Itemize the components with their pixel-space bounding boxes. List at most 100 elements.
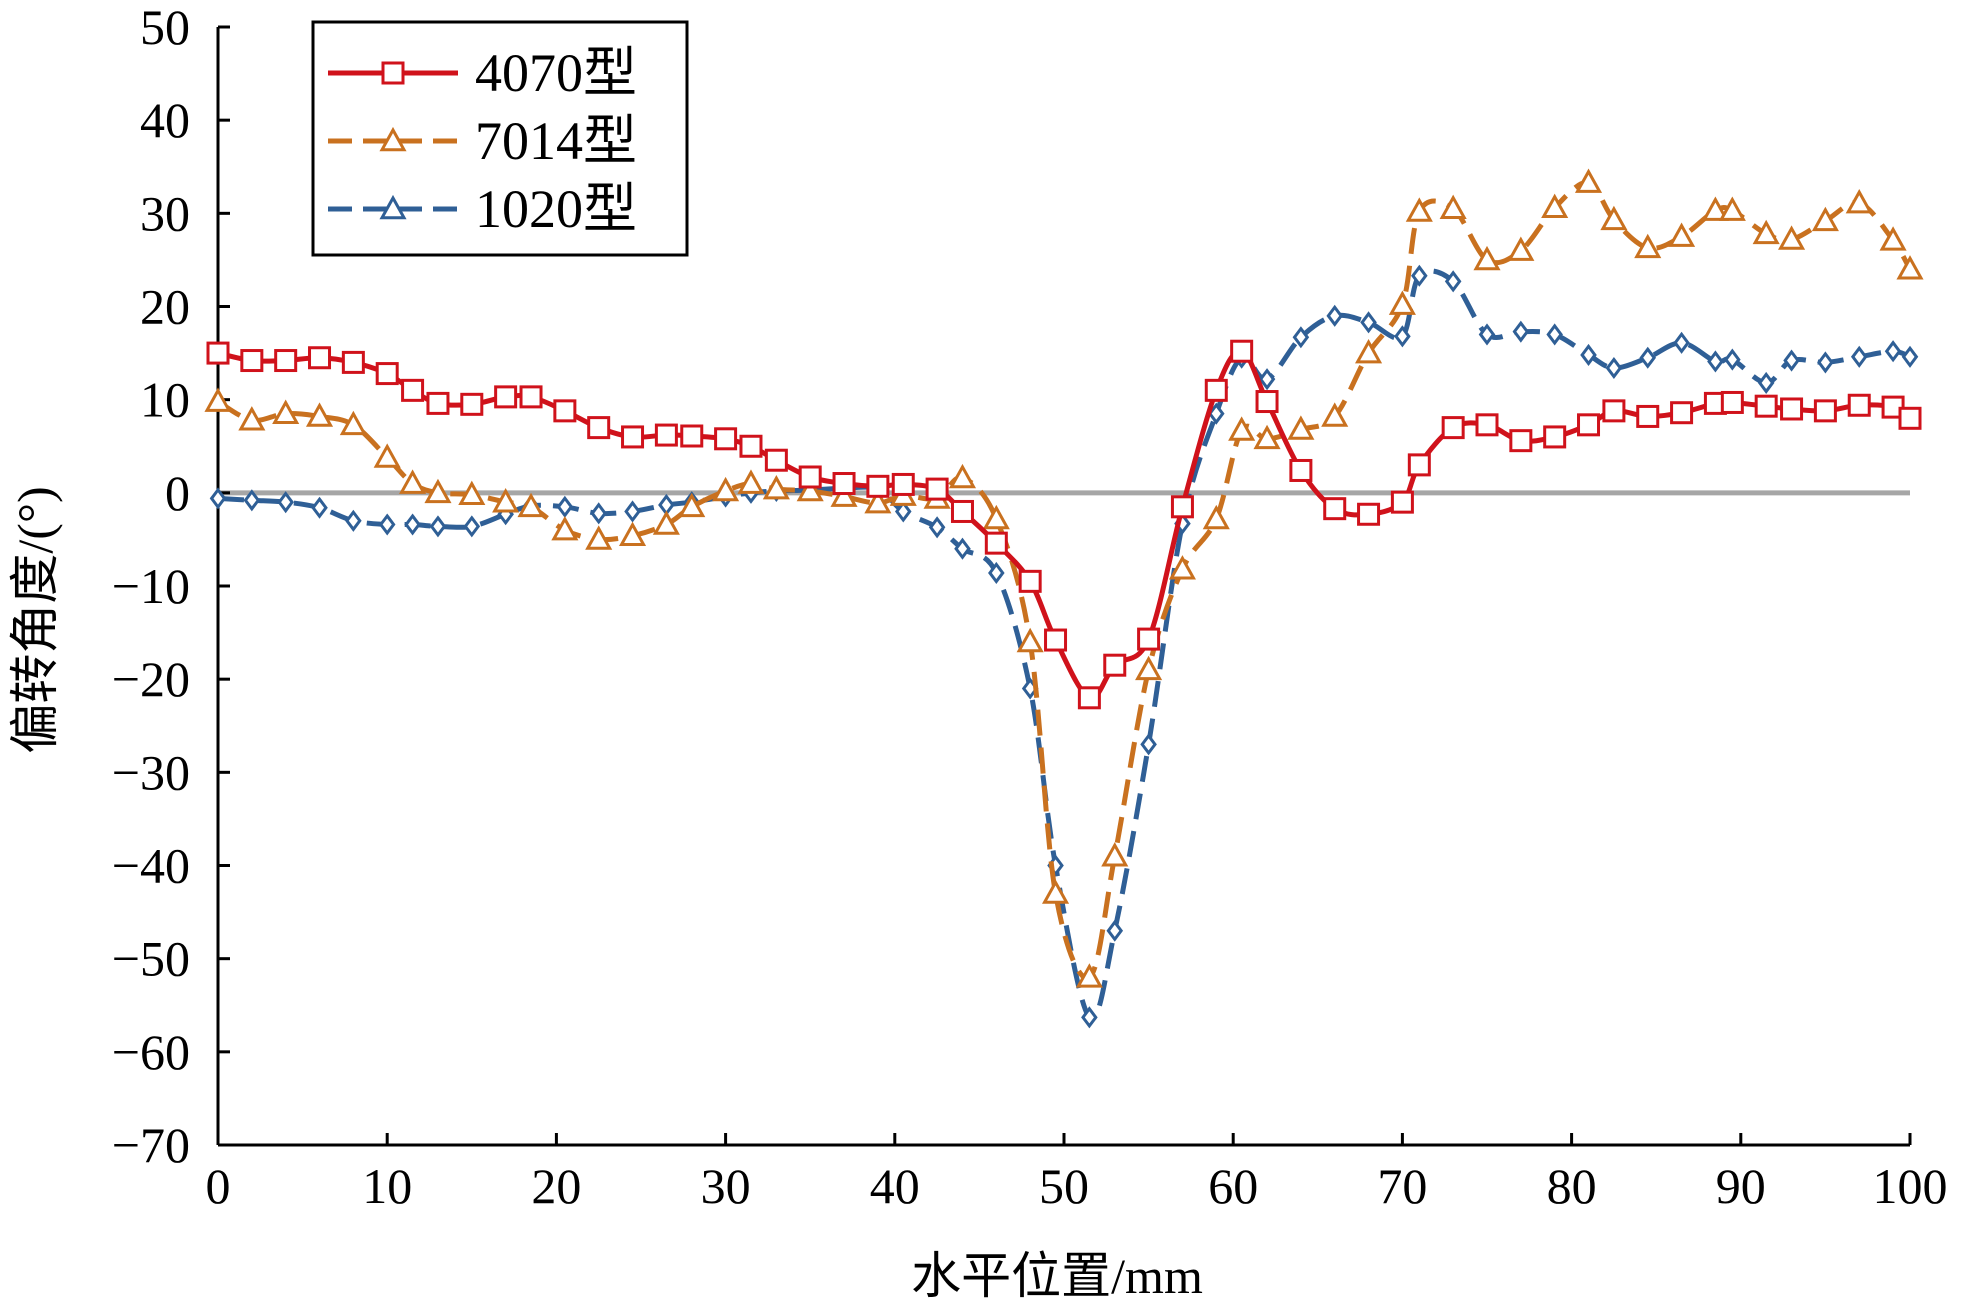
data-point-square xyxy=(1204,378,1228,402)
data-point-triangle xyxy=(517,492,545,518)
data-point-diamond xyxy=(429,515,447,538)
data-point-triangle xyxy=(1634,233,1662,259)
y-tick-label: −20 xyxy=(112,651,190,707)
data-point-triangle xyxy=(238,406,266,431)
data-point-diamond xyxy=(1478,323,1496,346)
data-point-triangle xyxy=(204,387,232,412)
data-point-triangle xyxy=(1388,290,1416,315)
legend-label: 1020型 xyxy=(475,179,637,239)
data-point-triangle xyxy=(762,475,790,500)
y-axis-label: 偏转角度/(°) xyxy=(7,486,63,753)
data-point-square xyxy=(1543,425,1567,449)
data-point-square xyxy=(1170,495,1194,519)
data-point-triangle xyxy=(1718,196,1746,221)
data-point-diamond xyxy=(1850,345,1868,368)
y-tick-label: −30 xyxy=(112,744,190,800)
data-point-diamond xyxy=(1884,340,1902,363)
data-point-triangle xyxy=(1473,245,1501,271)
data-point-diamond xyxy=(928,516,946,539)
data-point-diamond xyxy=(1394,325,1411,348)
data-point-triangle xyxy=(864,488,892,514)
x-tick-label: 20 xyxy=(531,1158,581,1214)
data-point-square xyxy=(274,349,298,373)
data-point-square xyxy=(426,391,450,415)
data-point-diamond xyxy=(1580,343,1597,366)
data-point-square xyxy=(680,424,704,448)
data-point-square xyxy=(1390,490,1414,514)
data-point-triangle xyxy=(678,492,706,518)
legend-item: 4070型 xyxy=(328,43,637,103)
data-point-triangle xyxy=(712,476,740,502)
data-point-square xyxy=(1407,453,1431,477)
data-point-square xyxy=(206,341,230,365)
data-point-triangle xyxy=(458,480,486,505)
data-point-diamond xyxy=(1512,320,1530,343)
data-point-triangle xyxy=(424,478,452,504)
data-point-triangle xyxy=(982,504,1010,530)
data-point-square xyxy=(950,499,974,523)
data-point-square xyxy=(866,474,890,498)
data-point-square xyxy=(375,362,399,386)
data-point-triangle xyxy=(1600,205,1628,231)
data-point-triangle xyxy=(618,521,647,546)
data-point-square xyxy=(1577,413,1601,437)
legend-item: 7014型 xyxy=(328,111,637,171)
data-point-triangle xyxy=(399,469,427,494)
data-point-diamond xyxy=(1106,919,1124,942)
x-tick-label: 40 xyxy=(870,1158,920,1214)
data-point-triangle xyxy=(379,126,407,152)
data-point-triangle xyxy=(1253,424,1281,450)
data-point-triangle xyxy=(1287,415,1315,440)
data-point-square xyxy=(1780,397,1804,421)
data-point-triangle xyxy=(1701,196,1729,221)
data-point-diamond xyxy=(1411,264,1428,287)
data-point-diamond xyxy=(954,537,971,560)
data-point-diamond xyxy=(209,487,227,510)
y-tick-label: −50 xyxy=(112,931,190,987)
data-point-square xyxy=(764,448,788,472)
data-point-square xyxy=(1137,627,1161,651)
data-point-square xyxy=(1255,390,1279,414)
data-point-square xyxy=(1323,497,1347,521)
data-point-square xyxy=(832,472,856,496)
data-point-square xyxy=(1670,401,1694,425)
y-tick-label: 10 xyxy=(140,372,190,428)
data-point-triangle xyxy=(1135,655,1163,681)
data-point-square xyxy=(341,350,365,374)
data-point-square xyxy=(891,472,915,496)
x-tick-label: 80 xyxy=(1547,1158,1597,1214)
data-point-triangle xyxy=(1101,842,1129,867)
data-point-triangle xyxy=(1321,402,1349,427)
data-point-triangle xyxy=(1355,338,1383,364)
data-point-diamond xyxy=(345,509,362,532)
data-point-square xyxy=(1754,394,1778,418)
data-point-triangle xyxy=(796,476,824,502)
data-point-square xyxy=(1898,406,1922,430)
x-tick-label: 50 xyxy=(1039,1158,1089,1214)
data-point-triangle xyxy=(551,516,579,541)
data-point-triangle xyxy=(1752,219,1780,245)
data-point-square xyxy=(1847,393,1871,417)
data-point-diamond xyxy=(463,515,481,538)
x-tick-label: 0 xyxy=(206,1158,231,1214)
data-point-diamond xyxy=(1817,351,1834,374)
data-point-diamond xyxy=(1444,270,1462,293)
data-point-triangle xyxy=(1574,168,1603,193)
x-tick-label: 70 xyxy=(1377,1158,1427,1214)
data-point-diamond xyxy=(1292,326,1310,349)
data-point-triangle xyxy=(1896,255,1924,280)
data-point-triangle xyxy=(830,482,858,507)
y-tick-label: −60 xyxy=(112,1024,190,1080)
y-tick-label: 30 xyxy=(140,185,190,241)
x-tick-label: 60 xyxy=(1208,1158,1258,1214)
axes: 0 10 20 30 40 50 60 70 80 90 10050403020100−10−20−… xyxy=(112,0,1948,1214)
data-point-triangle xyxy=(1778,225,1806,250)
data-point-triangle xyxy=(1541,193,1569,219)
series-layer xyxy=(204,168,1924,1029)
data-point-triangle xyxy=(1202,504,1230,530)
data-point-diamond xyxy=(1140,733,1157,756)
data-point-triangle xyxy=(1016,627,1044,653)
data-point-square xyxy=(1720,390,1744,414)
data-point-triangle xyxy=(1228,416,1256,441)
